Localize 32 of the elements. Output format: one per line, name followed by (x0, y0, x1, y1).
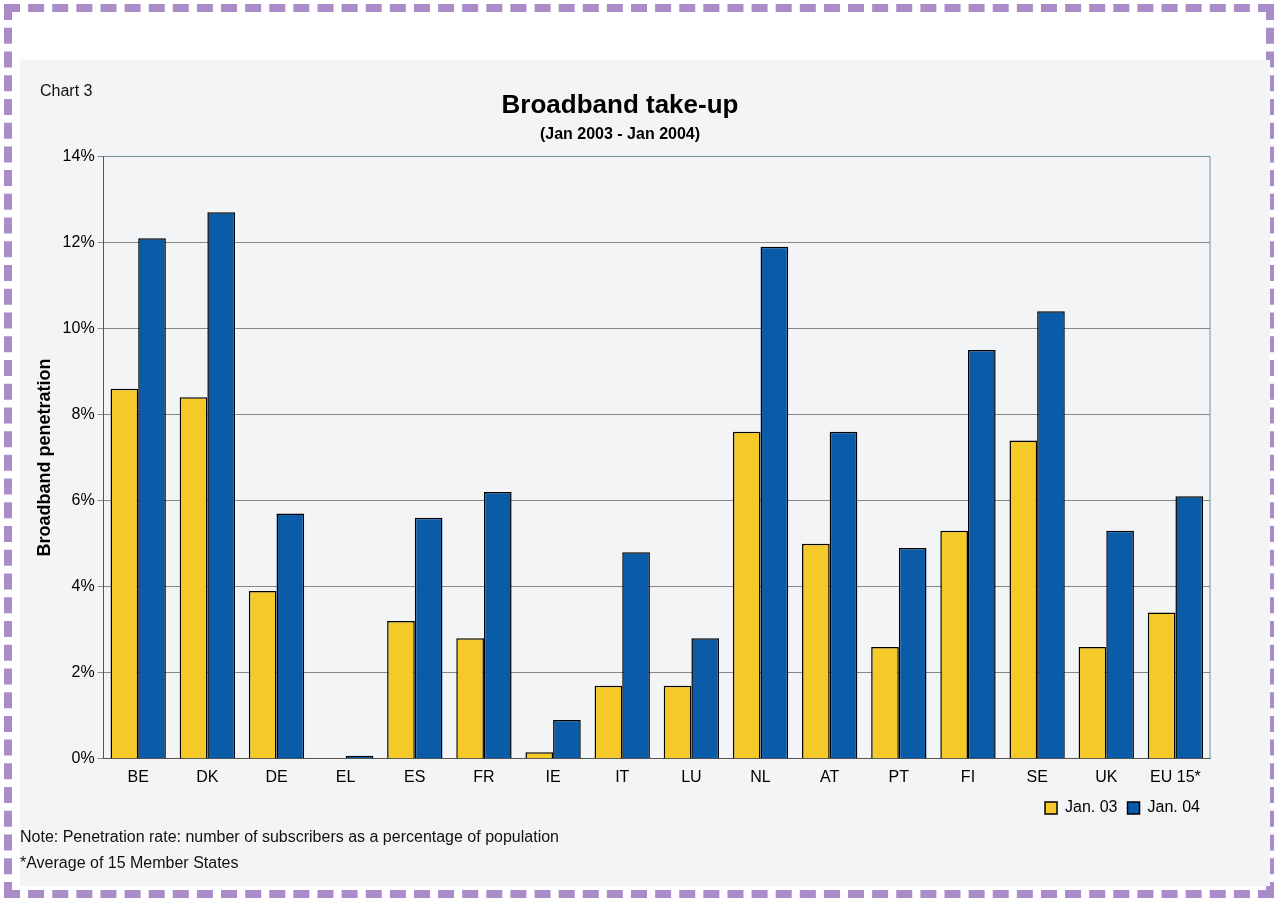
x-tick-label: EU 15* (1150, 767, 1201, 785)
x-tick-label: SE (1026, 767, 1048, 785)
x-tick-label: AT (820, 767, 840, 785)
x-tick-label: EL (335, 767, 356, 785)
x-tick-label: LU (681, 767, 702, 785)
x-tick-label: BE (127, 767, 149, 785)
x-tick-label: FI (960, 767, 976, 785)
chart-subtitle: (Jan 2003 - Jan 2004) (539, 125, 701, 143)
x-tick-label: DE (265, 767, 288, 785)
x-tick-label: DK (196, 767, 219, 785)
y-tick-label: 0% (71, 749, 95, 767)
x-tick-label: IE (545, 767, 561, 785)
y-tick-label: 6% (71, 491, 95, 509)
caption: Chart 3 (40, 82, 93, 100)
y-axis-title: Broadband penetration (33, 358, 54, 557)
x-tick-label: NL (750, 767, 771, 785)
chart-title: Broadband take-up (501, 88, 739, 119)
x-tick-label: FR (473, 767, 495, 785)
y-tick-label: 10% (62, 318, 95, 336)
x-tick-label: UK (1095, 767, 1118, 785)
y-tick-label: 12% (62, 232, 95, 250)
y-tick-label: 14% (62, 146, 95, 164)
legend-label: Jan. 03 (1065, 798, 1118, 816)
x-tick-label: PT (888, 767, 910, 785)
text: Note: Penetration rate: number of subscribers as a percentage of population (20, 828, 559, 846)
y-tick-label: 2% (71, 663, 95, 681)
y-tick-label: 8% (71, 404, 95, 422)
x-tick-label: ES (404, 767, 426, 785)
text: *Average of 15 Member States (20, 854, 239, 872)
legend-label: Jan. 04 (1147, 798, 1201, 816)
x-tick-label: IT (615, 767, 630, 785)
y-tick-label: 4% (71, 577, 95, 595)
